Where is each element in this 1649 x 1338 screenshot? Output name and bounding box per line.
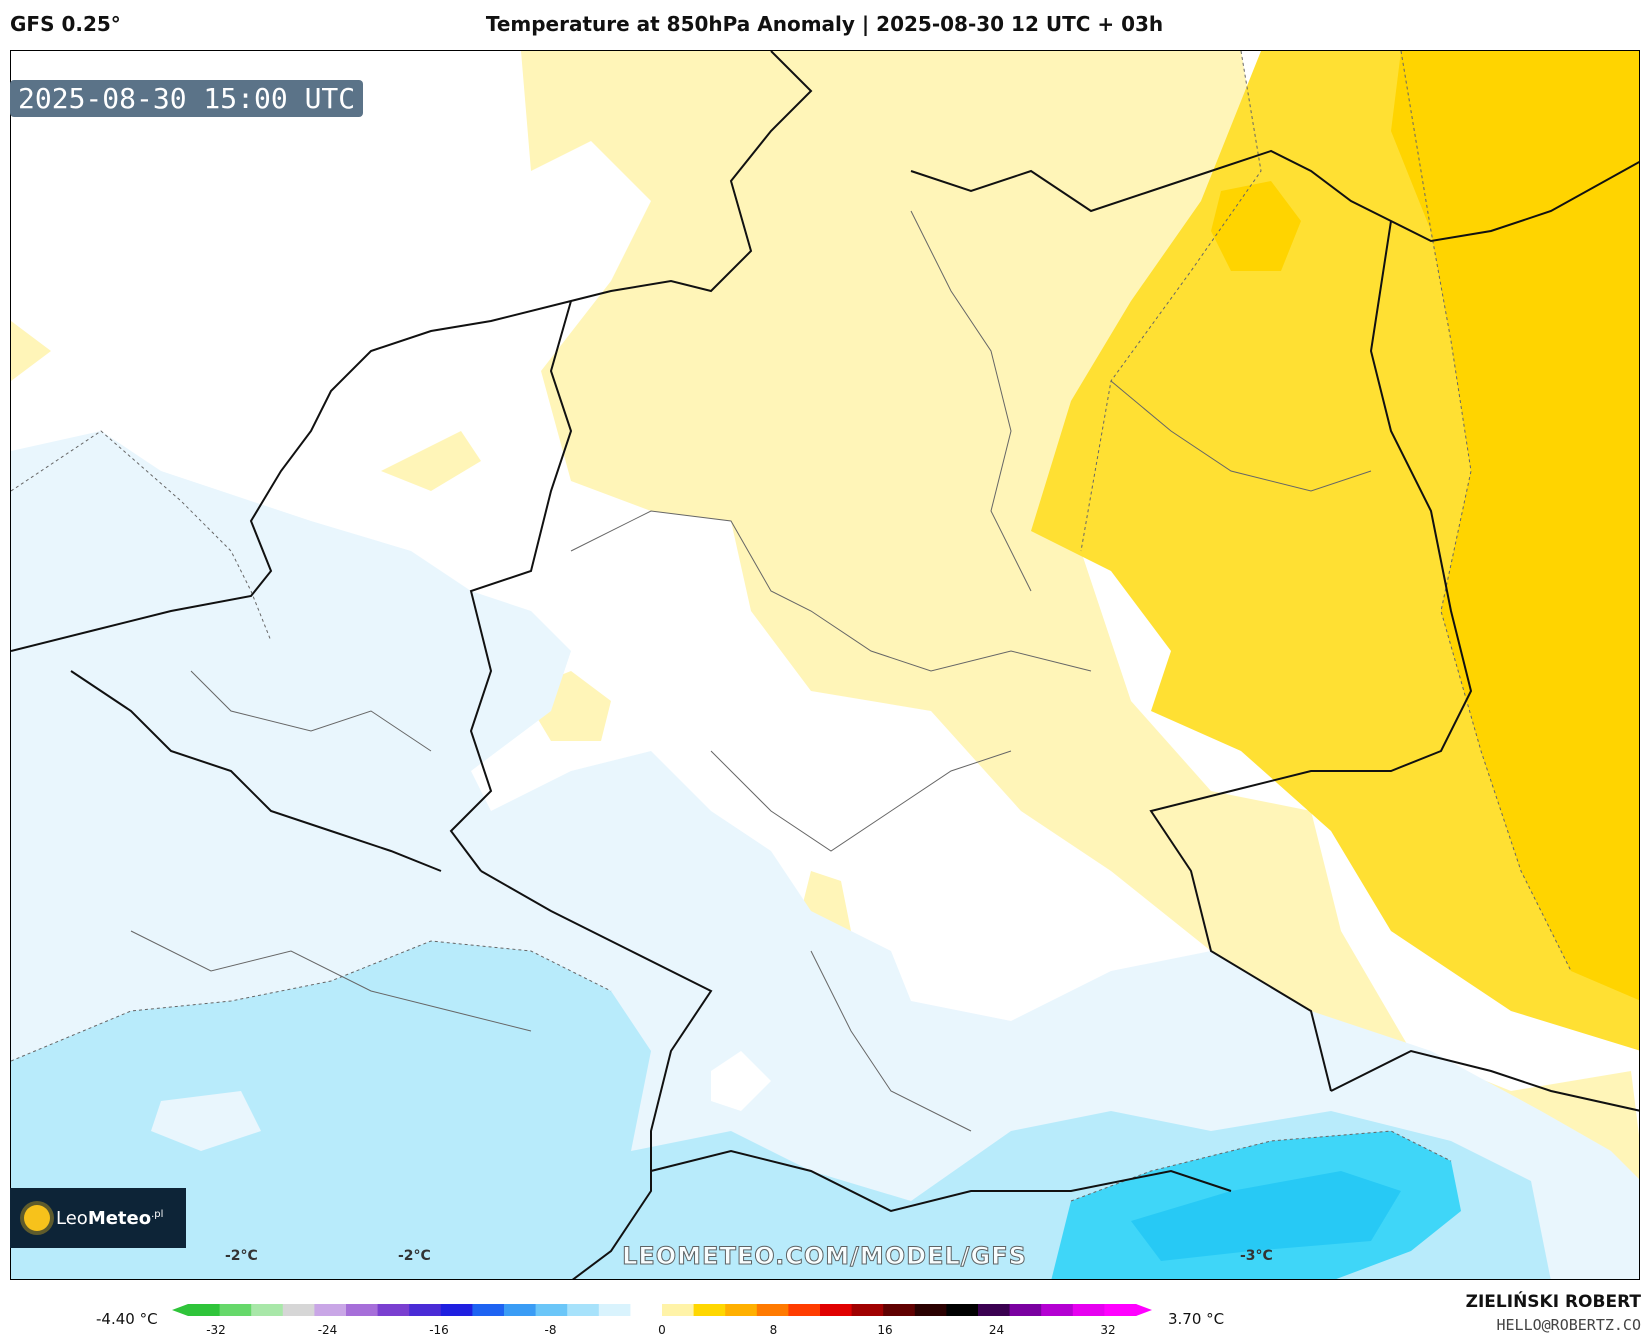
contour-label: -2°C	[398, 1248, 431, 1264]
watermark: LEOMETEO.COM/MODEL/GFS	[622, 1242, 1027, 1271]
colorbar-segment	[725, 1304, 758, 1316]
warm-anomaly-fields	[11, 51, 1639, 1279]
colorbar-tick-label: 16	[877, 1323, 893, 1337]
colorbar-segment	[188, 1304, 221, 1316]
colorbar	[172, 1304, 1152, 1316]
colorbar-tick-label: 32	[1100, 1323, 1116, 1337]
chart-title: Temperature at 850hPa Anomaly | 2025-08-…	[485, 12, 1164, 36]
colorbar-segment	[883, 1304, 916, 1316]
warm-field-strong-spot	[1211, 181, 1301, 271]
colorbar-segment	[1009, 1304, 1042, 1316]
border	[650, 1149, 1232, 1213]
colorbar-tick-label: 24	[988, 1323, 1005, 1337]
colorbar-tick-label: 0	[658, 1323, 666, 1337]
colorbar-segment	[914, 1304, 947, 1316]
country-borders	[11, 51, 1639, 1279]
region-line	[130, 930, 532, 1032]
contour-line	[11, 430, 272, 642]
logo-wordmark: LeoMeteo.pl	[56, 1207, 164, 1229]
colorbar-tick-label: 8	[769, 1323, 778, 1337]
colorbar-segment	[756, 1304, 789, 1316]
model-label: GFS 0.25°	[10, 12, 121, 36]
cool-anomaly-fields	[11, 431, 1639, 1279]
region-line	[1110, 380, 1372, 492]
warm-field-light-nl	[381, 431, 481, 491]
colorbar-segment	[377, 1304, 410, 1316]
colorbar-segment	[1104, 1304, 1137, 1316]
colorbar-segment	[662, 1304, 695, 1316]
border	[449, 300, 573, 872]
colorbar-segment	[630, 1304, 663, 1316]
colorbar-segment	[346, 1304, 379, 1316]
colorbar-max-label: 3.70 °C	[1168, 1310, 1225, 1328]
colorbar-segment	[693, 1304, 726, 1316]
author-name: ZIELIŃSKI ROBERT	[1465, 1292, 1641, 1312]
colorbar-segment	[535, 1304, 568, 1316]
region-line	[710, 750, 1012, 852]
colorbar-tick-label: -8	[544, 1323, 557, 1337]
region-borders	[130, 210, 1372, 1132]
region-line	[910, 210, 1032, 592]
map-panel	[10, 50, 1640, 1280]
colorbar-min-label: -4.40 °C	[96, 1310, 158, 1328]
colorbar-segment	[504, 1304, 537, 1316]
cool-spot-white	[711, 1051, 771, 1111]
border	[1149, 220, 1473, 1092]
author-email: HELLO@ROBERTZ.CO	[1496, 1316, 1642, 1334]
colorbar-segment	[946, 1304, 979, 1316]
colorbar-segment	[472, 1304, 505, 1316]
colorbar-segment	[820, 1304, 853, 1316]
contour-label: -2°C	[225, 1248, 258, 1264]
colorbar-segment	[1072, 1304, 1105, 1316]
colorbar-segment	[978, 1304, 1011, 1316]
colorbar-segment	[409, 1304, 442, 1316]
colorbar-segment	[598, 1304, 631, 1316]
leometeo-logo: LeoMeteo.pl	[10, 1188, 186, 1248]
cool-spot-light	[151, 1091, 261, 1151]
colorbar-segment	[567, 1304, 600, 1316]
border	[70, 670, 442, 872]
border	[1330, 1049, 1639, 1112]
map-canvas	[11, 51, 1639, 1279]
region-line	[190, 670, 432, 752]
region-line	[810, 950, 972, 1132]
colorbar-segment	[219, 1304, 252, 1316]
colorbar-min-arrow	[172, 1304, 188, 1316]
warm-field-strong	[1391, 51, 1639, 1001]
colorbar-tick-label: -24	[317, 1323, 338, 1337]
colorbar-tick-label: -16	[429, 1323, 449, 1337]
colorbar-segment	[851, 1304, 884, 1316]
colorbar-max-arrow	[1136, 1304, 1152, 1316]
colorbar-segment	[251, 1304, 284, 1316]
contour-line	[11, 940, 612, 1062]
colorbar-segment	[1041, 1304, 1074, 1316]
border	[480, 870, 713, 1279]
sun-icon	[24, 1205, 50, 1231]
coastline	[11, 51, 813, 652]
warm-field-light-w	[11, 321, 51, 381]
colorbar-tick-label: -32	[206, 1323, 226, 1337]
contour-label: -3°C	[1240, 1248, 1273, 1264]
region-line	[570, 510, 1092, 672]
cool-field-strong-inner	[1131, 1171, 1401, 1261]
coastline-baltic	[910, 149, 1639, 243]
colorbar-segment	[282, 1304, 315, 1316]
colorbar-segment	[788, 1304, 821, 1316]
colorbar-segment	[314, 1304, 347, 1316]
warm-field-light	[521, 51, 1639, 1279]
colorbar-segment	[440, 1304, 473, 1316]
valid-time-badge: 2025-08-30 15:00 UTC	[10, 80, 364, 117]
